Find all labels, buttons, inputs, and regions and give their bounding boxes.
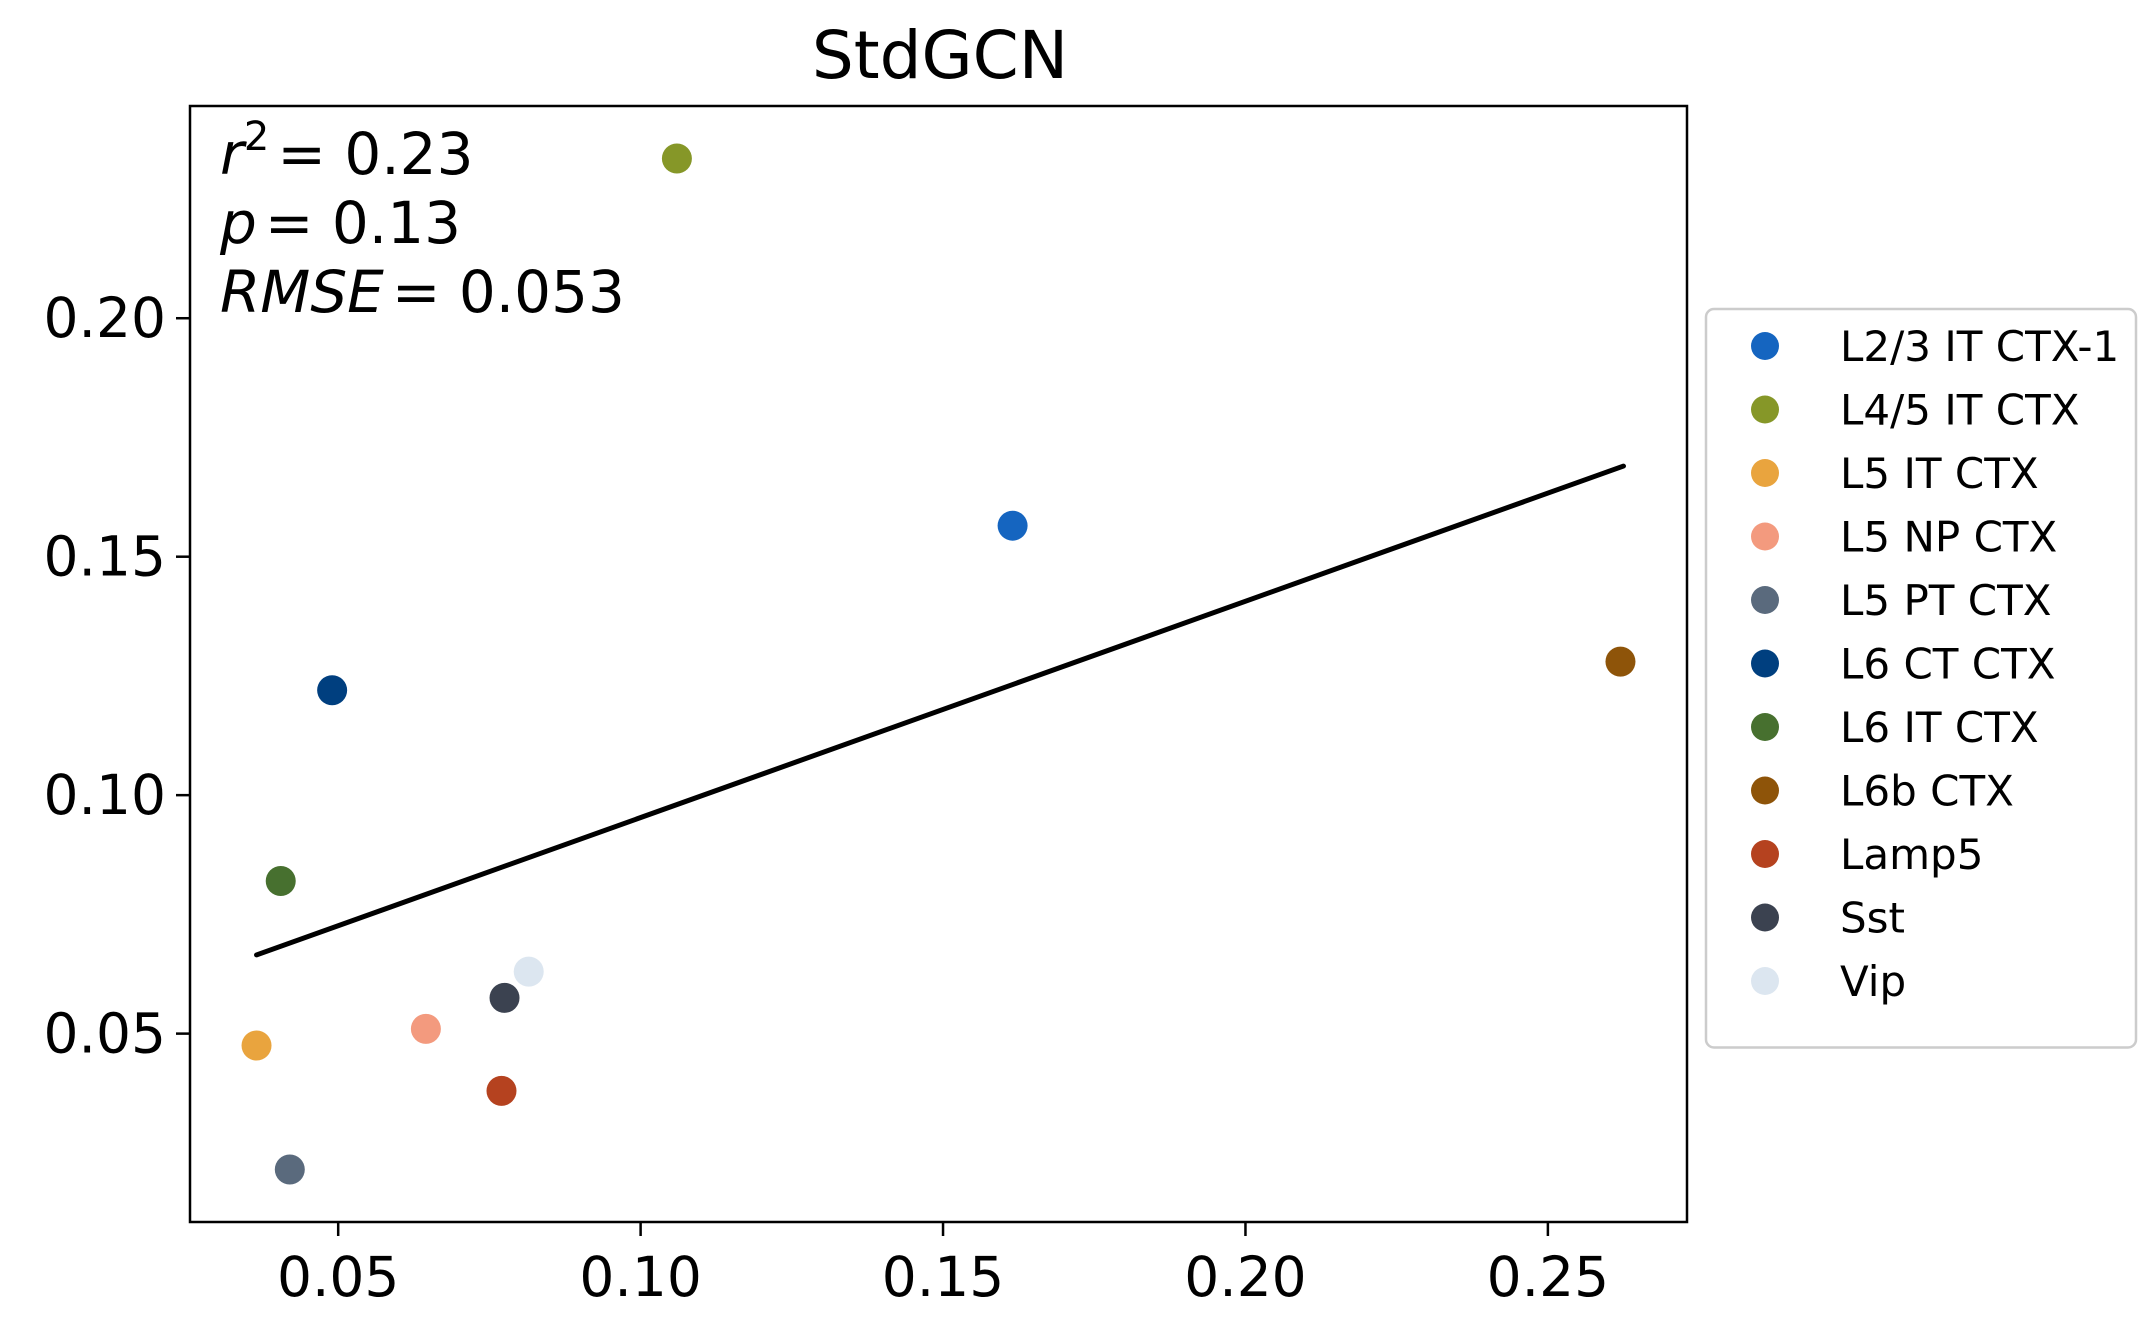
y-tick-label: 0.20 — [44, 286, 166, 350]
stat-value: = 0.13 — [265, 189, 461, 257]
stat-text: p = 0.13 — [219, 189, 461, 257]
stat-value: = 0.23 — [277, 120, 473, 188]
y-tick-label: 0.10 — [44, 763, 166, 827]
data-point — [241, 1030, 272, 1061]
stat-name: r — [220, 120, 247, 188]
stat-superscript: 2 — [244, 114, 269, 160]
plot-area: 0.05 0.10 0.15 0.20 0.25 0.05 0.10 0.15 0.20 — [44, 104, 1689, 1309]
data-point — [513, 956, 544, 987]
legend-marker — [1751, 332, 1779, 360]
legend-marker — [1751, 840, 1779, 868]
legend-marker — [1751, 395, 1779, 424]
stat-value: = 0.053 — [392, 258, 625, 326]
chart-title: StdGCN — [812, 17, 1068, 94]
legend-label: Lamp5 — [1840, 830, 1983, 879]
legend-label: L2/3 IT CTX-1 — [1840, 322, 2119, 371]
x-tick-label: 0.20 — [1184, 1245, 1306, 1309]
legend-marker — [1751, 967, 1779, 995]
y-tick-label: 0.05 — [44, 1002, 166, 1066]
y-tick-label: 0.15 — [44, 525, 166, 589]
x-tick-label: 0.15 — [882, 1245, 1004, 1309]
legend-marker — [1751, 776, 1779, 805]
legend: L2/3 IT CTX-1 L4/5 IT CTX L5 IT CTX L5 NP C… — [1704, 307, 2138, 1049]
x-tick-label: 0.05 — [277, 1245, 399, 1309]
data-point — [1605, 646, 1636, 677]
legend-label: L6b CTX — [1840, 767, 2014, 816]
regression-line — [254, 463, 1626, 958]
stat-name: RMSE — [220, 258, 384, 326]
legend-marker — [1751, 713, 1779, 741]
stat-text: r2 = 0.23 — [220, 114, 474, 188]
data-point — [410, 1013, 441, 1044]
legend-marker — [1751, 649, 1779, 678]
legend-marker — [1751, 522, 1779, 551]
legend-label: L5 PT CTX — [1840, 576, 2052, 625]
stat-name: p — [219, 189, 257, 257]
legend-label: L6 CT CTX — [1840, 640, 2056, 689]
x-tick-label: 0.10 — [579, 1245, 701, 1309]
legend-label: L6 IT CTX — [1840, 703, 2039, 752]
data-point — [489, 982, 520, 1013]
legend-box — [1704, 307, 2138, 1049]
legend-marker — [1751, 459, 1779, 487]
data-point — [265, 866, 296, 896]
stat-text: RMSE = 0.053 — [220, 258, 625, 326]
legend-marker — [1751, 586, 1779, 614]
x-tick-label: 0.25 — [1487, 1245, 1609, 1309]
data-point — [274, 1154, 305, 1185]
data-point — [317, 675, 348, 706]
data-point — [661, 143, 692, 174]
legend-marker — [1751, 903, 1779, 932]
legend-label: Vip — [1840, 957, 1906, 1006]
legend-label: Sst — [1840, 894, 1905, 943]
data-point — [997, 510, 1028, 541]
axes-frame — [188, 104, 1689, 1224]
legend-label: L4/5 IT CTX — [1840, 386, 2080, 435]
legend-label: L5 IT CTX — [1840, 449, 2039, 498]
legend-label: L5 NP CTX — [1840, 513, 2057, 562]
data-point — [486, 1075, 517, 1106]
